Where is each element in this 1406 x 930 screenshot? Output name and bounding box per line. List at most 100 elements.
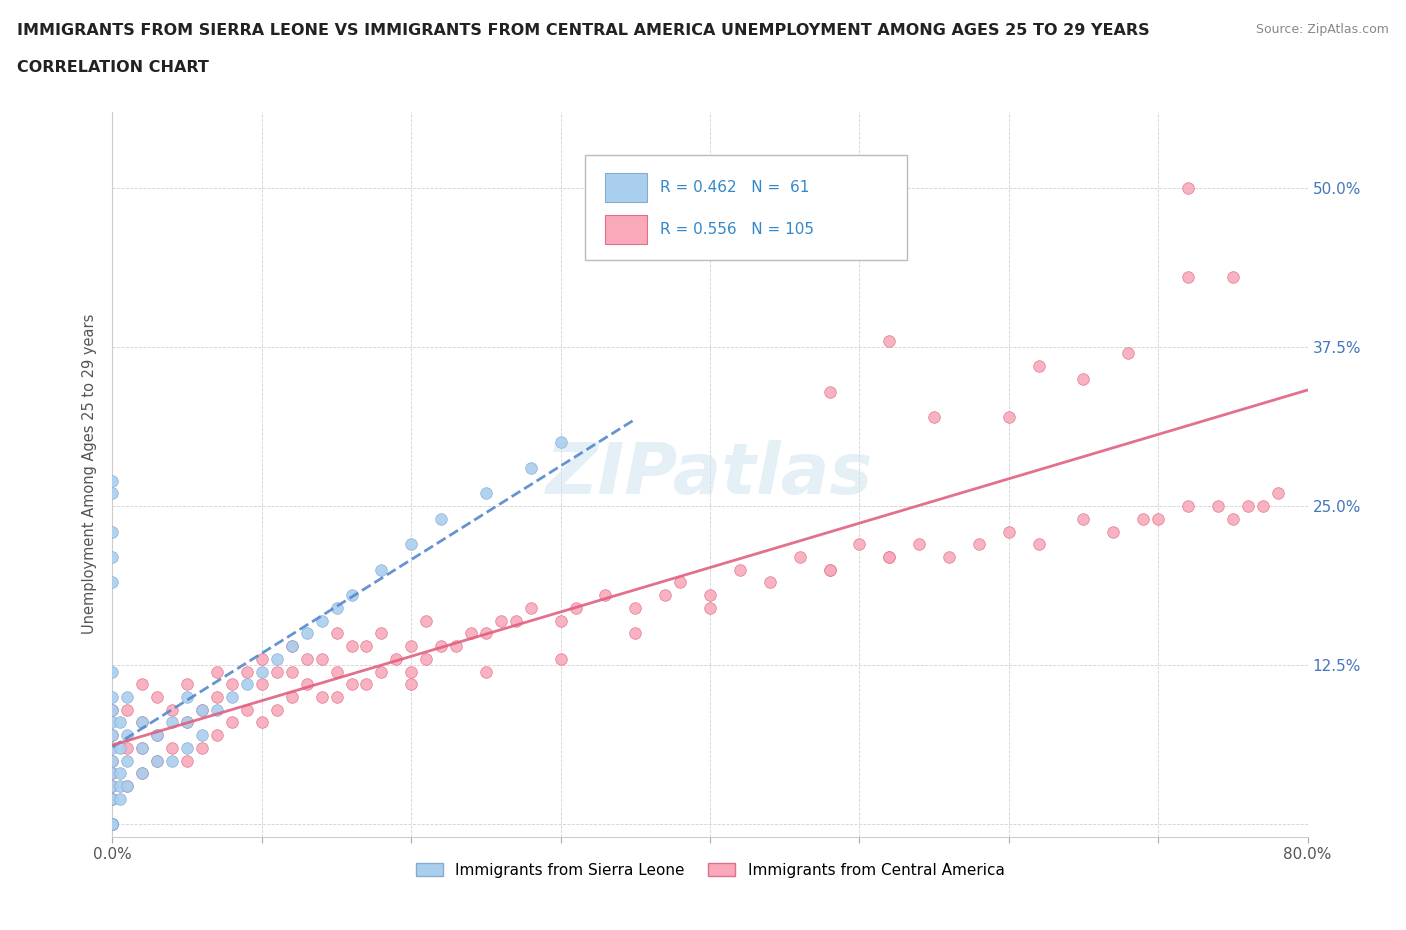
Point	[131, 766, 153, 781]
Point	[759, 575, 782, 590]
Point	[325, 689, 347, 704]
Point	[922, 409, 945, 424]
Point	[101, 817, 124, 831]
Point	[101, 778, 124, 793]
Point	[266, 651, 288, 666]
Point	[101, 791, 124, 806]
Point	[101, 817, 124, 831]
Point	[550, 435, 572, 450]
Point	[1177, 180, 1199, 195]
Point	[938, 550, 960, 565]
Point	[370, 664, 392, 679]
Point	[1147, 512, 1170, 526]
Point	[1028, 359, 1050, 374]
Point	[1177, 270, 1199, 285]
Point	[131, 740, 153, 755]
Point	[295, 626, 318, 641]
Point	[1222, 270, 1244, 285]
Point	[281, 689, 304, 704]
Point	[108, 766, 131, 781]
Point	[370, 563, 392, 578]
Point	[101, 728, 124, 743]
Bar	[605, 215, 647, 244]
Point	[325, 601, 347, 616]
Point	[205, 689, 228, 704]
Point	[101, 702, 124, 717]
Point	[101, 817, 124, 831]
Point	[131, 740, 153, 755]
Point	[1102, 525, 1125, 539]
Point	[101, 525, 124, 539]
Point	[325, 664, 347, 679]
Point	[879, 333, 901, 348]
Point	[848, 180, 870, 195]
Point	[101, 817, 124, 831]
Point	[311, 613, 333, 628]
Point	[176, 715, 198, 730]
Text: R = 0.556   N = 105: R = 0.556 N = 105	[659, 221, 814, 236]
Point	[281, 639, 304, 654]
Point	[101, 778, 124, 793]
Point	[998, 525, 1021, 539]
Point	[818, 563, 841, 578]
Point	[250, 651, 273, 666]
Point	[236, 664, 259, 679]
Point	[699, 588, 721, 603]
Point	[101, 817, 124, 831]
Point	[131, 715, 153, 730]
Point	[146, 728, 169, 743]
Point	[1206, 498, 1229, 513]
FancyBboxPatch shape	[585, 155, 907, 260]
Point	[117, 702, 139, 717]
Text: ZIPatlas: ZIPatlas	[547, 440, 873, 509]
Point	[624, 626, 647, 641]
Point	[879, 550, 901, 565]
Point	[385, 651, 408, 666]
Point	[401, 677, 423, 692]
Point	[101, 740, 124, 755]
Point	[101, 473, 124, 488]
Point	[146, 753, 169, 768]
Point	[415, 651, 437, 666]
Point	[550, 613, 572, 628]
Point	[250, 677, 273, 692]
Point	[101, 728, 124, 743]
Point	[475, 486, 498, 501]
Point	[101, 753, 124, 768]
Point	[117, 778, 139, 793]
Point	[101, 689, 124, 704]
Point	[356, 677, 378, 692]
Point	[311, 689, 333, 704]
Point	[1118, 346, 1140, 361]
Point	[205, 664, 228, 679]
Point	[117, 689, 139, 704]
Legend: Immigrants from Sierra Leone, Immigrants from Central America: Immigrants from Sierra Leone, Immigrants…	[409, 857, 1011, 884]
Point	[131, 715, 153, 730]
Point	[281, 664, 304, 679]
Point	[101, 550, 124, 565]
Point	[101, 791, 124, 806]
Point	[595, 588, 617, 603]
Point	[108, 740, 131, 755]
Point	[131, 766, 153, 781]
Point	[221, 689, 243, 704]
Point	[191, 728, 214, 743]
Point	[550, 651, 572, 666]
Point	[818, 384, 841, 399]
Point	[1177, 498, 1199, 513]
Point	[146, 753, 169, 768]
Point	[101, 753, 124, 768]
Point	[236, 677, 259, 692]
Point	[475, 626, 498, 641]
Point	[108, 778, 131, 793]
Point	[101, 791, 124, 806]
Point	[489, 613, 512, 628]
Point	[101, 715, 124, 730]
Point	[101, 817, 124, 831]
Point	[1073, 371, 1095, 386]
Point	[101, 766, 124, 781]
Point	[669, 575, 692, 590]
Point	[624, 601, 647, 616]
Point	[221, 715, 243, 730]
Text: CORRELATION CHART: CORRELATION CHART	[17, 60, 208, 75]
